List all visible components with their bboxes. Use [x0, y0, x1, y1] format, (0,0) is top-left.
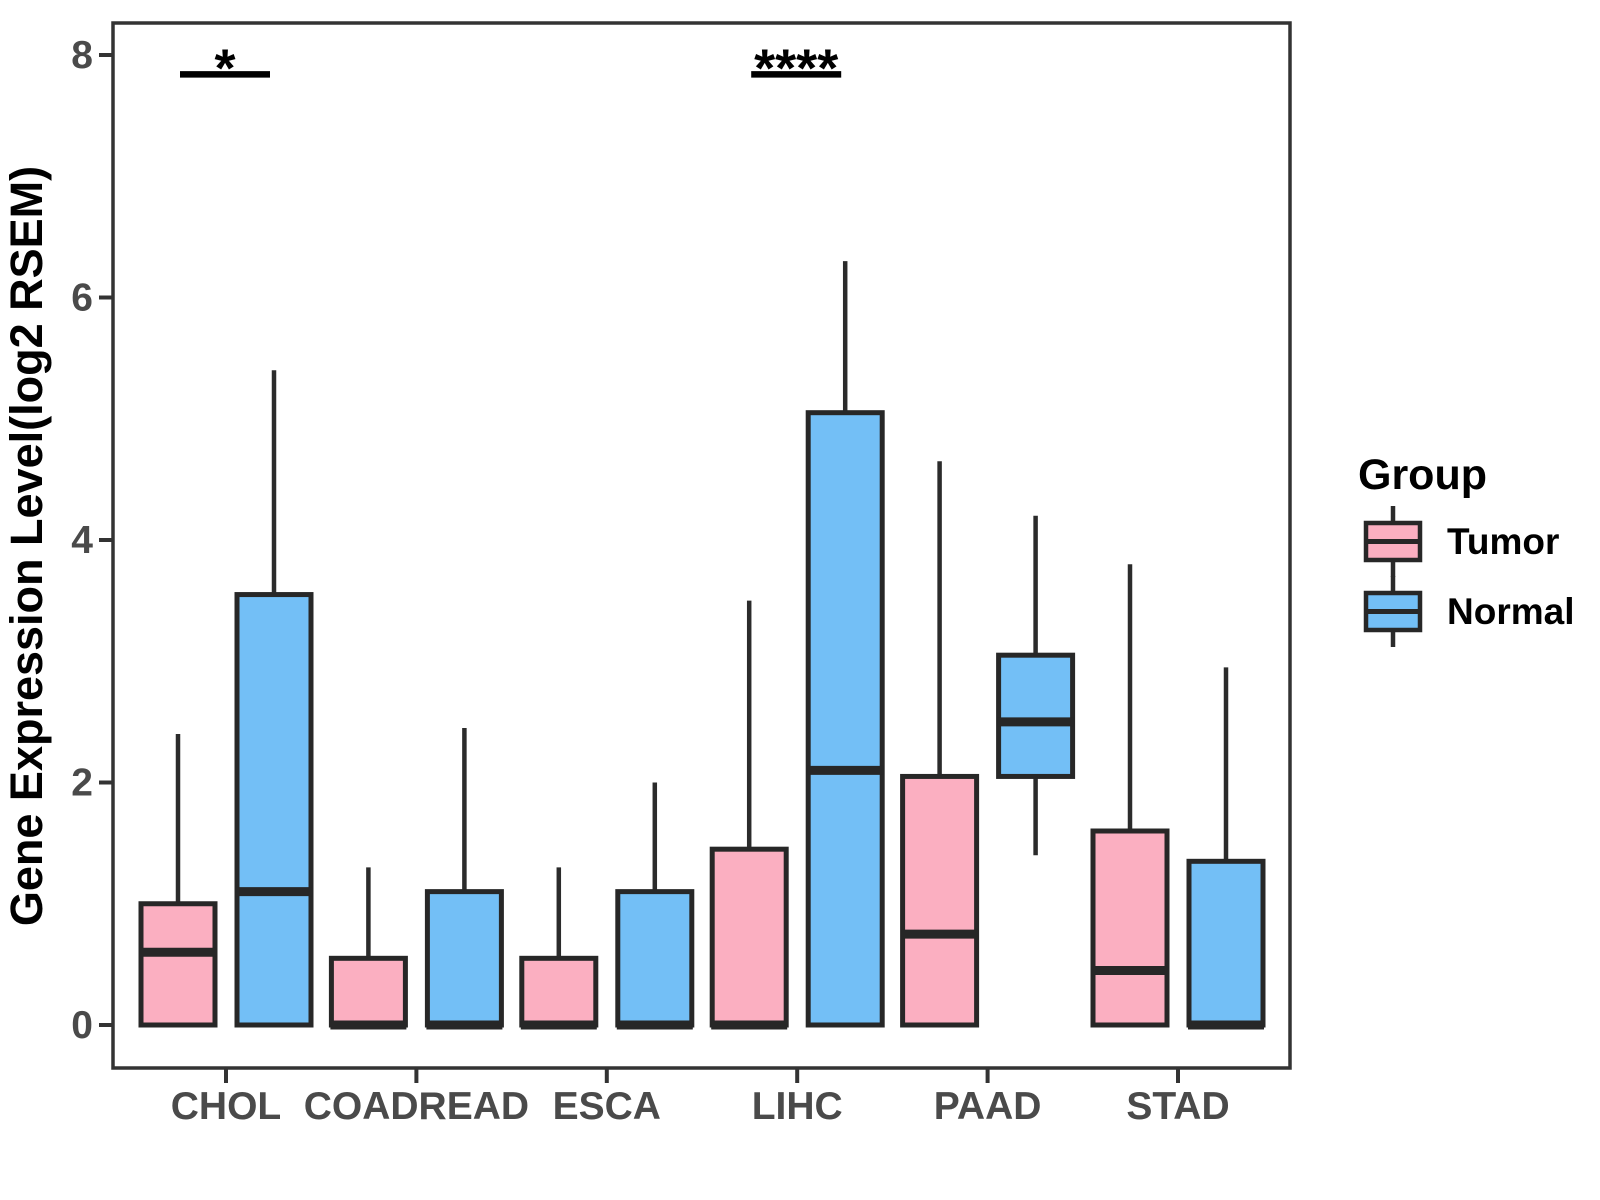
- y-axis-title: Gene Expression Level(log2 RSEM): [1, 166, 52, 926]
- legend-entries: Tumor Normal: [1363, 506, 1574, 647]
- box-Tumor-COADREAD: [328, 955, 408, 1028]
- box-Tumor-ESCA: [519, 955, 599, 1028]
- box-Normal-STAD: [1186, 858, 1266, 1028]
- box-Tumor-PAAD: [900, 773, 980, 1028]
- y-axis-tick-label-2: 2: [71, 762, 93, 805]
- legend-label-tumor: Tumor: [1447, 521, 1559, 562]
- x-axis-label-ESCA: ESCA: [553, 1085, 661, 1128]
- box-Normal-PAAD: [996, 652, 1076, 779]
- significance-label-CHOL: *: [214, 38, 235, 98]
- annotations-layer: * ****: [180, 38, 842, 98]
- axes-layer: 0 2 4 6 8 CHOL COADREAD ESCA LIHC PAAD STAD: [71, 34, 1229, 1128]
- whiskers-layer: [175, 261, 1229, 1025]
- legend-entry-tumor: Tumor: [1363, 506, 1559, 577]
- box-Normal-LIHC: [805, 410, 885, 1028]
- x-axis-label-CHOL: CHOL: [171, 1085, 282, 1128]
- legend-title: Group: [1358, 451, 1487, 499]
- x-axis-label-STAD: STAD: [1126, 1085, 1229, 1128]
- box-Normal-ESCA: [615, 889, 695, 1028]
- plot-panel: [111, 21, 1292, 1070]
- box-Normal-COADREAD: [424, 889, 504, 1028]
- box-Normal-CHOL: [234, 592, 314, 1028]
- x-axis-label-COADREAD: COADREAD: [304, 1085, 529, 1128]
- legend-entry-normal: Normal: [1363, 576, 1574, 647]
- y-axis-tick-label-8: 8: [71, 34, 93, 77]
- boxes-layer: [138, 410, 1266, 1030]
- legend-label-normal: Normal: [1447, 591, 1574, 632]
- y-axis-tick-label-0: 0: [71, 1004, 93, 1047]
- y-axis-tick-label-6: 6: [71, 277, 93, 320]
- significance-label-LIHC: ****: [754, 38, 838, 98]
- legend: Group Tumor Normal: [1358, 451, 1574, 647]
- y-axis-tick-label-4: 4: [71, 519, 93, 562]
- box-Tumor-CHOL: [138, 901, 218, 1028]
- box-Tumor-STAD: [1090, 828, 1170, 1028]
- x-axis-label-PAAD: PAAD: [934, 1085, 1042, 1128]
- x-axis-label-LIHC: LIHC: [752, 1085, 843, 1128]
- box-Tumor-LIHC: [709, 846, 789, 1028]
